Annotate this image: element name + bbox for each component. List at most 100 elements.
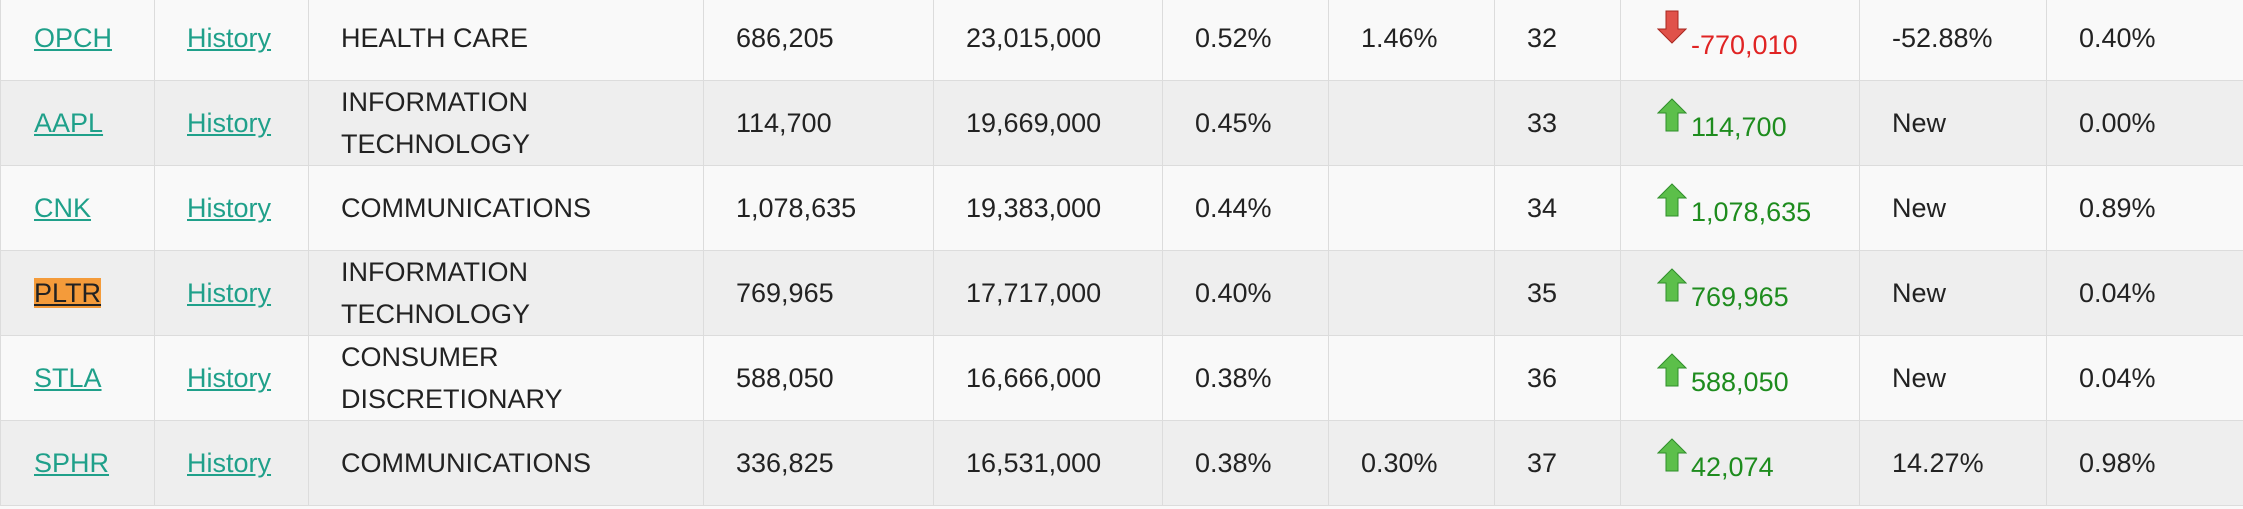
history-cell: History	[154, 335, 309, 421]
ownership-cell: 0.89%	[2046, 165, 2243, 251]
arrow-up	[1656, 438, 1688, 472]
shares-cell: 686,205	[703, 0, 934, 81]
change-pct-cell: New	[1859, 335, 2047, 421]
prev-pct-cell: 1.46%	[1328, 0, 1495, 81]
ticker-link[interactable]: PLTR	[34, 278, 102, 308]
change-pct-cell: -52.88%	[1859, 0, 2047, 81]
arrow-shape	[1656, 268, 1688, 302]
change-value: 42,074	[1691, 452, 1774, 482]
change-cell: 42,074	[1620, 420, 1860, 506]
history-link[interactable]: History	[187, 108, 272, 138]
change-pct-cell: New	[1859, 165, 2047, 251]
shares-cell: 336,825	[703, 420, 934, 506]
history-cell: History	[154, 420, 309, 506]
shares-cell: 588,050	[703, 335, 934, 421]
pct-cell: 0.38%	[1162, 335, 1329, 421]
ownership-cell: 0.98%	[2046, 420, 2243, 506]
rank-cell: 32	[1494, 0, 1621, 81]
arrow-up	[1656, 268, 1688, 302]
change-cell: 588,050	[1620, 335, 1860, 421]
change-cell: 1,078,635	[1620, 165, 1860, 251]
sector-text: COMMUNICATIONS	[341, 193, 591, 223]
change-pct-cell: New	[1859, 80, 2047, 166]
ticker-link[interactable]: CNK	[34, 193, 92, 223]
shares-cell: 769,965	[703, 250, 934, 336]
prev-pct-cell	[1328, 250, 1495, 336]
sector-text: INFORMATION TECHNOLOGY	[341, 257, 531, 329]
arrow-shape	[1656, 183, 1688, 217]
ticker-link[interactable]: STLA	[34, 363, 102, 393]
value-cell: 16,666,000	[933, 335, 1163, 421]
sector-cell: COMMUNICATIONS	[308, 165, 704, 251]
history-link[interactable]: History	[187, 363, 272, 393]
value-cell: 19,669,000	[933, 80, 1163, 166]
pct-cell: 0.52%	[1162, 0, 1329, 81]
table-row: OPCH History HEALTH CARE 686,205 23,015,000 0…	[0, 0, 2243, 81]
arrow-shape	[1656, 98, 1688, 132]
change-value: -770,010	[1691, 30, 1798, 60]
table-row: AAPL History INFORMATION TECHNOLOGY 114,700…	[0, 80, 2243, 166]
value-cell: 17,717,000	[933, 250, 1163, 336]
ticker-cell: STLA	[0, 335, 155, 421]
ticker-link[interactable]: AAPL	[34, 108, 104, 138]
rank-cell: 33	[1494, 80, 1621, 166]
ownership-cell: 0.04%	[2046, 335, 2243, 421]
history-link[interactable]: History	[187, 23, 272, 53]
arrow-shape	[1656, 10, 1688, 44]
history-link[interactable]: History	[187, 193, 272, 223]
table-row: SPHR History COMMUNICATIONS 336,825 16,531,0…	[0, 420, 2243, 506]
pct-cell: 0.40%	[1162, 250, 1329, 336]
pct-cell: 0.45%	[1162, 80, 1329, 166]
sector-text: CONSUMER DISCRETIONARY	[341, 342, 563, 414]
shares-cell: 114,700	[703, 80, 934, 166]
change-value: 588,050	[1691, 367, 1789, 397]
change-value: 1,078,635	[1691, 197, 1812, 227]
change-pct-cell: New	[1859, 250, 2047, 336]
arrow-up	[1656, 353, 1688, 387]
history-link[interactable]: History	[187, 278, 272, 308]
history-link[interactable]: History	[187, 448, 272, 478]
ticker-link[interactable]: SPHR	[34, 448, 110, 478]
rank-cell: 37	[1494, 420, 1621, 506]
ticker-cell: PLTR	[0, 250, 155, 336]
sector-cell: COMMUNICATIONS	[308, 420, 704, 506]
history-cell: History	[154, 80, 309, 166]
table-row: PLTR History INFORMATION TECHNOLOGY 769,965…	[0, 250, 2243, 336]
table-row: STLA History CONSUMER DISCRETIONARY 588,050…	[0, 335, 2243, 421]
change-value: 769,965	[1691, 282, 1789, 312]
value-cell: 16,531,000	[933, 420, 1163, 506]
arrow-shape	[1656, 353, 1688, 387]
change-cell: 769,965	[1620, 250, 1860, 336]
pct-cell: 0.38%	[1162, 420, 1329, 506]
prev-pct-cell	[1328, 165, 1495, 251]
change-cell: -770,010	[1620, 0, 1860, 81]
ticker-cell: AAPL	[0, 80, 155, 166]
arrow-up	[1656, 183, 1688, 217]
rank-cell: 35	[1494, 250, 1621, 336]
sector-text: INFORMATION TECHNOLOGY	[341, 87, 531, 159]
rank-cell: 34	[1494, 165, 1621, 251]
arrow-up	[1656, 98, 1688, 132]
value-cell: 23,015,000	[933, 0, 1163, 81]
ticker-link[interactable]: OPCH	[34, 23, 113, 53]
change-cell: 114,700	[1620, 80, 1860, 166]
sector-cell: HEALTH CARE	[308, 0, 704, 81]
change-pct-cell: 14.27%	[1859, 420, 2047, 506]
arrow-shape	[1656, 438, 1688, 472]
change-value: 114,700	[1691, 112, 1787, 142]
history-cell: History	[154, 165, 309, 251]
arrow-down	[1656, 10, 1688, 44]
prev-pct-cell	[1328, 80, 1495, 166]
ownership-cell: 0.04%	[2046, 250, 2243, 336]
rank-cell: 36	[1494, 335, 1621, 421]
value-cell: 19,383,000	[933, 165, 1163, 251]
sector-text: HEALTH CARE	[341, 23, 529, 53]
history-cell: History	[154, 250, 309, 336]
ticker-cell: OPCH	[0, 0, 155, 81]
sector-cell: INFORMATION TECHNOLOGY	[308, 80, 704, 166]
table-row: CNK History COMMUNICATIONS 1,078,635 19,383,…	[0, 165, 2243, 251]
pct-cell: 0.44%	[1162, 165, 1329, 251]
